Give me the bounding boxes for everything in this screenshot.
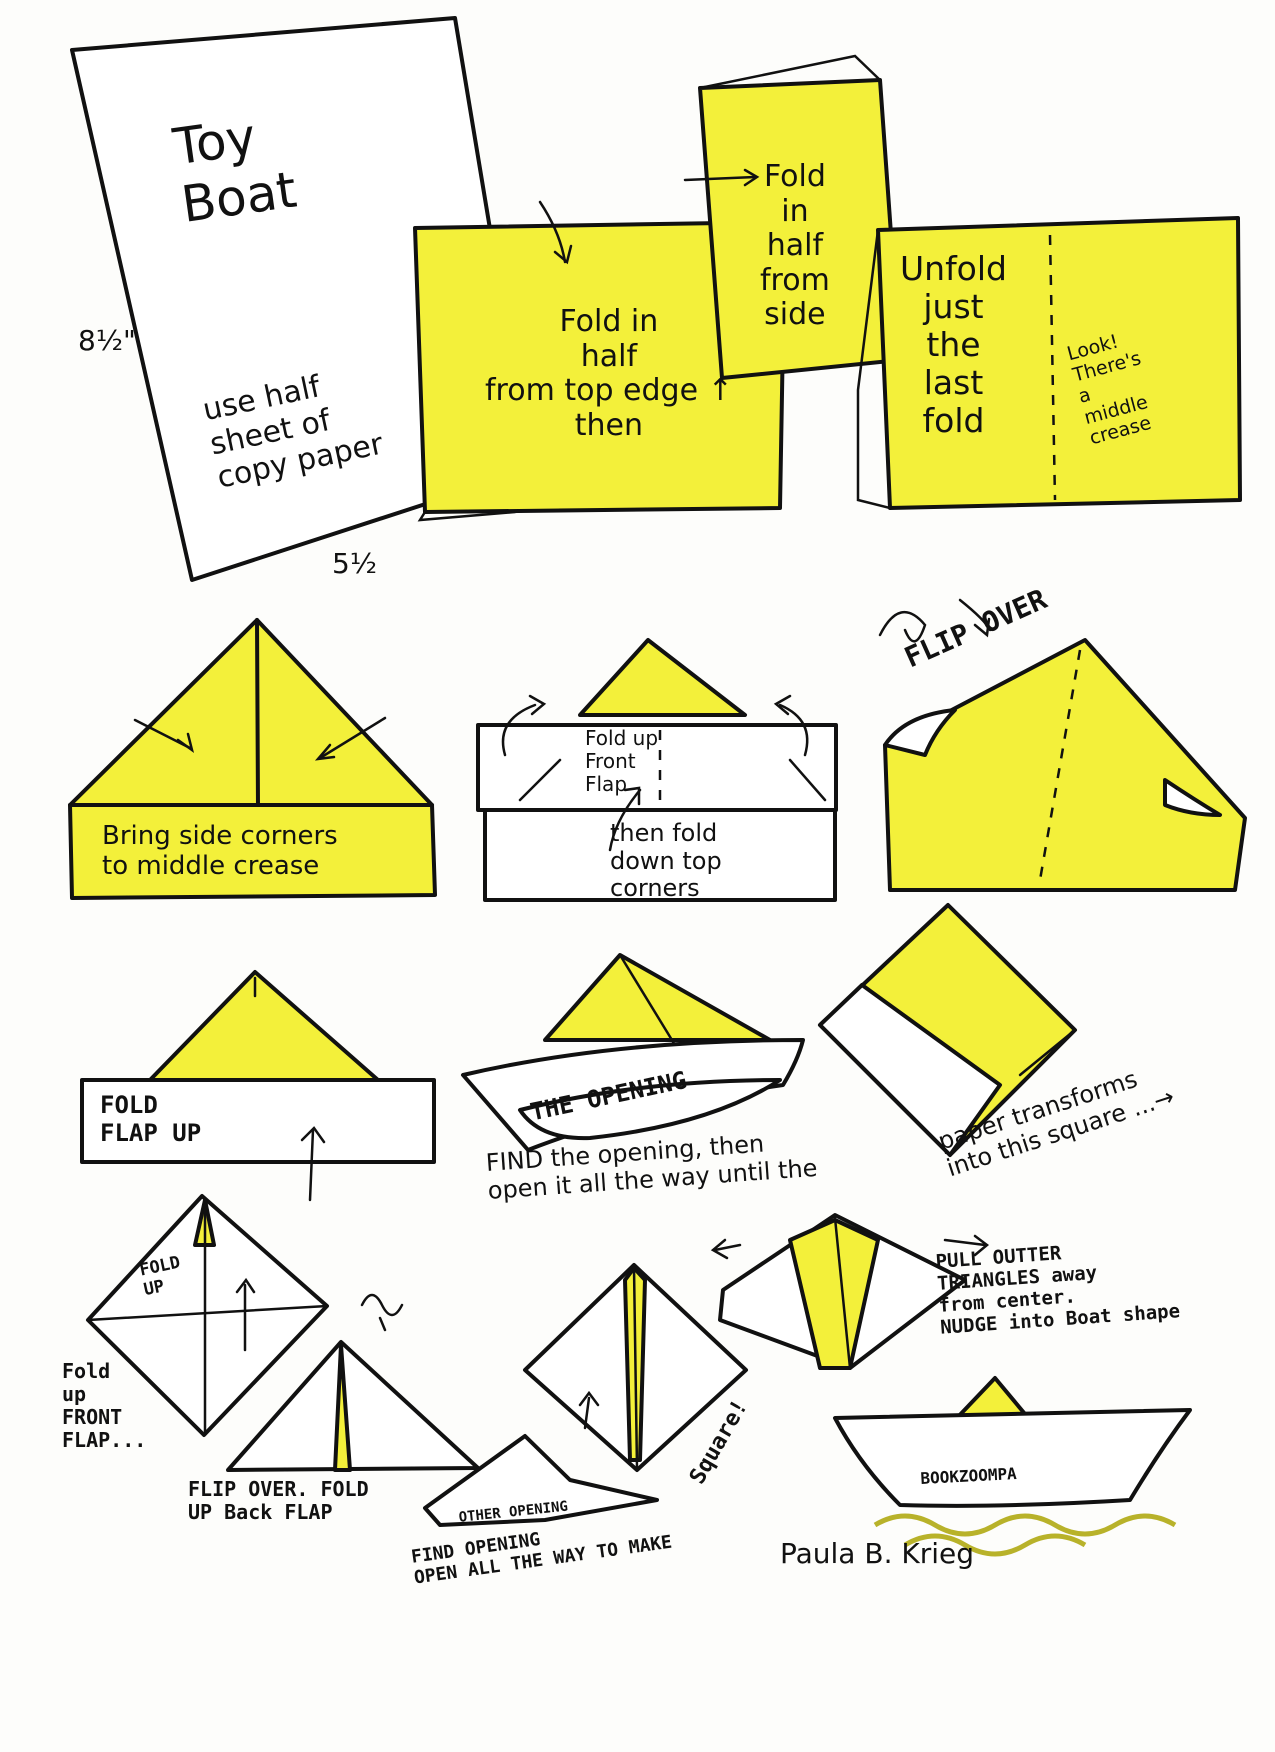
triangle-back-flap <box>226 1340 480 1472</box>
flipped-paper <box>883 638 1247 892</box>
step-unfold: Unfold just the last fold <box>900 249 1007 440</box>
step-top-corners: then fold down top corners <box>610 819 722 903</box>
opening-band <box>518 1078 782 1141</box>
dimension-width: 5½ <box>332 547 377 580</box>
label-fold-up-small: FOLD UP <box>137 1252 183 1300</box>
water-waves <box>873 1513 1177 1537</box>
flap-triangle <box>578 638 747 717</box>
boat-hull <box>833 1408 1192 1508</box>
step-flap-up: FOLD FLAP UP <box>100 1091 202 1147</box>
unfold-paper <box>876 216 1242 510</box>
triangle-paper <box>68 618 434 807</box>
title: Toy Boat <box>169 107 300 234</box>
other-opening-shape <box>423 1434 659 1527</box>
step-front-flap: Fold up Front Flap <box>585 726 659 796</box>
flap-up-triangle <box>148 970 380 1082</box>
step-side-corners: Bring side corners to middle crease <box>102 821 338 881</box>
bottom-band <box>68 803 437 900</box>
step-fold-top: Fold in half from top edge ↑ then <box>485 304 733 443</box>
front-flap <box>476 723 838 812</box>
middle-crease <box>1048 234 1057 501</box>
step-fold-up-front: Fold up FRONT FLAP... <box>62 1359 147 1452</box>
dimension-height: 8½" <box>78 324 136 357</box>
back-band <box>483 808 837 902</box>
fold-half-paper <box>413 220 787 514</box>
author-signature: Paula B. Krieg <box>780 1537 975 1570</box>
flap-up-band <box>80 1078 436 1164</box>
hat-peak <box>543 953 772 1042</box>
step-pull-triangles: PULL OUTTER TRIANGLES away from center. … <box>934 1242 1181 1339</box>
step-flip-fold-back: FLIP OVER. FOLD UP Back FLAP <box>188 1477 369 1524</box>
step-fold-side: Fold in half from side <box>760 159 830 332</box>
